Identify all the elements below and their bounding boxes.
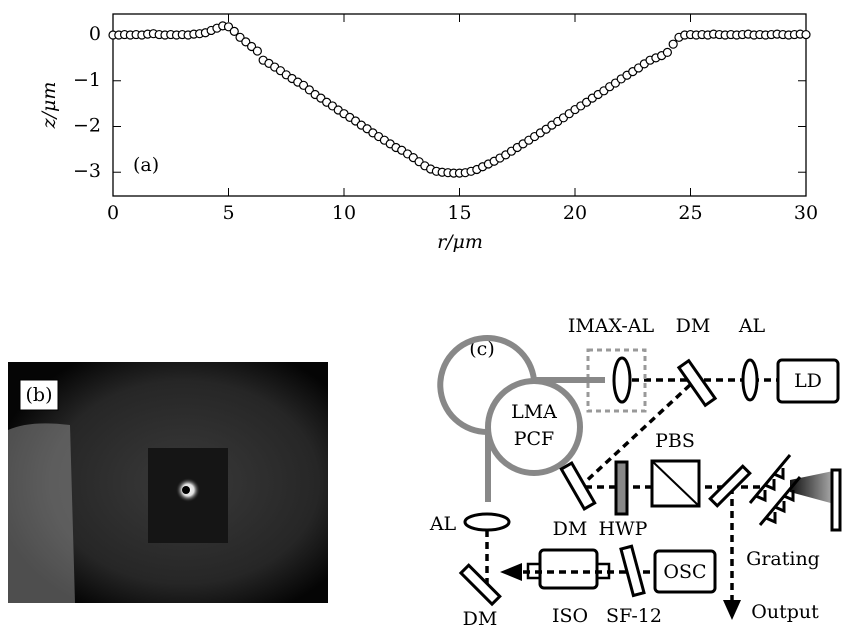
label: DM: [463, 608, 498, 627]
plot: 0 5 10 15 20 25 30 0 −1 −2 −3: [73, 14, 818, 224]
label: PBS: [655, 430, 695, 452]
y-tick-label: −3: [73, 160, 101, 182]
label: Output: [751, 601, 819, 623]
point: [662, 47, 673, 58]
label: PCF: [514, 428, 555, 450]
label: LD: [794, 370, 822, 392]
panel-label: (c): [469, 338, 494, 360]
point: [229, 26, 239, 36]
x-axis-label: r/μm: [437, 231, 483, 253]
x-tick-label: 30: [794, 202, 818, 224]
x-tick-label: 15: [447, 202, 471, 224]
label: DM: [676, 315, 711, 337]
label: IMAX-AL: [568, 315, 655, 337]
label: HWP: [599, 518, 648, 540]
y-tick-label: −2: [73, 114, 101, 136]
point: [801, 29, 811, 40]
photo: (b): [8, 362, 328, 603]
label: AL: [738, 315, 766, 337]
x-tick-label: 5: [222, 202, 234, 224]
x-tick-label: 20: [563, 202, 587, 224]
panel-label: (b): [26, 384, 53, 406]
label: ISO: [552, 605, 588, 627]
x-tick-label: 0: [107, 202, 119, 224]
point: [668, 39, 678, 49]
point: [252, 46, 262, 56]
panel-label: (a): [133, 154, 159, 176]
label: AL: [429, 513, 457, 535]
y-tick-label: 0: [89, 23, 101, 45]
x-tick-label: 10: [332, 202, 356, 224]
label: Grating: [746, 548, 820, 570]
label: DM: [553, 518, 588, 540]
label: LMA: [511, 401, 557, 423]
setup-diagram: (c) IMAX-AL DM AL LMA PCF LD PBS Grating…: [429, 315, 842, 627]
label: SF-12: [606, 605, 662, 627]
y-axis-label: z/μm: [38, 82, 60, 130]
label: OSC: [663, 561, 706, 583]
y-tick-label: −1: [73, 69, 101, 91]
x-tick-label: 25: [678, 202, 702, 224]
